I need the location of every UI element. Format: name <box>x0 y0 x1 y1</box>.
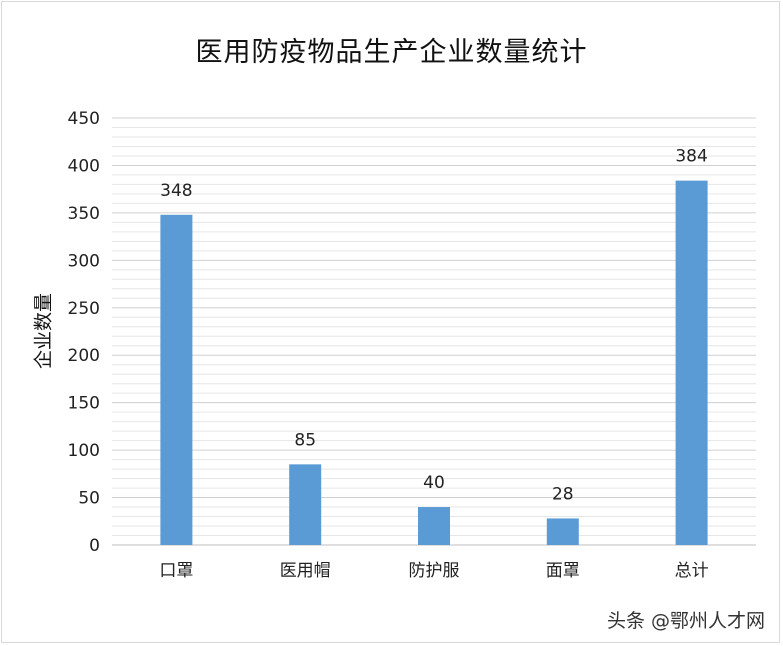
data-label: 384 <box>675 147 707 167</box>
x-category-label: 面罩 <box>546 561 580 581</box>
x-category-label: 口罩 <box>159 561 193 581</box>
bar-1 <box>160 214 193 545</box>
data-label: 348 <box>160 181 192 201</box>
x-category-label: 总计 <box>675 561 709 581</box>
data-labels: 348 85 40 28 384 <box>160 147 708 505</box>
y-tick-label: 350 <box>68 204 100 224</box>
chart-title: 医用防疫物品生产企业数量统计 <box>195 37 588 68</box>
y-tick-label: 450 <box>68 109 100 129</box>
y-axis-ticks: 0 50 100 150 200 250 300 350 400 450 <box>68 109 100 556</box>
bar-4 <box>546 518 579 545</box>
watermark-text: 头条 @鄂州人才网 <box>606 610 765 632</box>
x-axis-categories: 口罩 医用帽 防护服 面罩 总计 <box>159 561 708 581</box>
data-label: 40 <box>423 473 445 493</box>
data-label: 28 <box>552 484 574 504</box>
bars <box>160 180 708 546</box>
y-tick-label: 200 <box>68 346 100 366</box>
bar-5 <box>675 180 708 546</box>
bar-2 <box>289 464 322 545</box>
bar-3 <box>418 507 450 545</box>
data-label: 85 <box>294 430 316 450</box>
y-tick-label: 150 <box>68 394 100 414</box>
y-tick-label: 50 <box>78 489 100 509</box>
y-tick-label: 250 <box>68 299 100 319</box>
y-tick-label: 0 <box>89 536 100 556</box>
gridlines <box>112 117 756 546</box>
x-category-label: 医用帽 <box>280 561 331 581</box>
x-category-label: 防护服 <box>409 561 460 581</box>
y-tick-label: 100 <box>68 441 100 461</box>
y-tick-label: 400 <box>68 156 100 176</box>
y-tick-label: 300 <box>68 251 100 271</box>
